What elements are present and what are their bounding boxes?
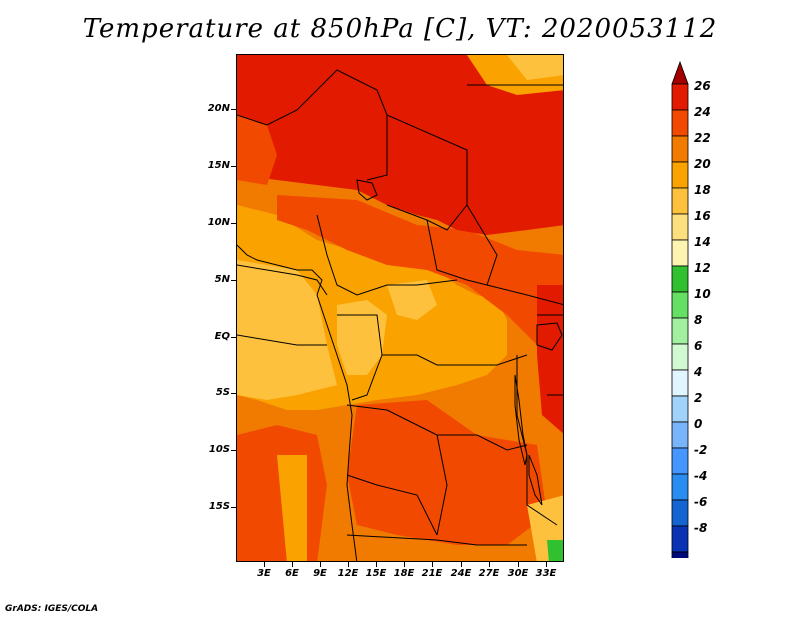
lake-tanganyika (514, 374, 528, 466)
x-tick-label: 27E (478, 568, 500, 579)
colorbar-segment (671, 369, 689, 397)
x-tick-label: 6E (285, 568, 299, 579)
y-tickmark (231, 450, 236, 451)
lake-chad (356, 179, 378, 201)
y-tickmark (231, 393, 236, 394)
map-title: Temperature at 850hPa [C], VT: 202005311… (82, 14, 718, 44)
temp-field-22-24-sahel (277, 195, 563, 355)
x-tickmark (489, 562, 490, 567)
country-borders (237, 69, 563, 546)
y-tickmark (231, 280, 236, 281)
y-tickmark (231, 166, 236, 167)
temp-field-16-18-northeast (507, 55, 563, 80)
y-tick-label: 5N (214, 274, 230, 285)
coastline (237, 244, 358, 561)
x-tickmark (461, 562, 462, 567)
x-tickmark (348, 562, 349, 567)
colorbar-segment (671, 395, 689, 423)
colorbar-label: 16 (694, 209, 711, 223)
colorbar-segment (671, 317, 689, 345)
y-tick-label: 5S (215, 387, 230, 398)
colorbar-segment (671, 265, 689, 293)
x-tickmark (432, 562, 433, 567)
colorbar-segment (671, 187, 689, 215)
colorbar-top-arrow (671, 60, 689, 85)
colorbar-label: 12 (694, 261, 711, 275)
colorbar-label: 20 (694, 157, 711, 171)
colorbar-label: 0 (694, 417, 703, 431)
temp-field-24-26-sahara (237, 55, 563, 235)
x-tick-label: 33E (535, 568, 557, 579)
y-tick-label: 15N (207, 160, 230, 171)
colorbar-segment (671, 213, 689, 241)
y-tickmark (231, 507, 236, 508)
colorbar-segment (671, 109, 689, 137)
colorbar-segment (671, 473, 689, 501)
x-tick-label: 21E (421, 568, 443, 579)
colorbar-label: -4 (694, 469, 708, 483)
colorbar-label: 6 (694, 339, 703, 353)
colorbar-label: 18 (694, 183, 711, 197)
temp-field-22-24-south (347, 400, 547, 545)
x-tickmark (320, 562, 321, 567)
temp-field-12-14-southeast (547, 540, 563, 561)
colorbar-label: 24 (694, 105, 711, 119)
x-tick-label: 12E (337, 568, 359, 579)
x-tickmark (292, 562, 293, 567)
y-tick-label: 20N (207, 103, 230, 114)
colorbar-label: -6 (694, 495, 708, 509)
x-tickmark (404, 562, 405, 567)
colorbar-segment (671, 83, 689, 111)
x-tick-label: 15E (365, 568, 387, 579)
colorbar-label: 8 (694, 313, 703, 327)
colorbar-segment (671, 447, 689, 475)
colorbar-label: 26 (694, 79, 711, 93)
y-tick-label: 10S (208, 444, 230, 455)
temp-field-16-18-east (387, 280, 437, 320)
colorbar-segment (671, 239, 689, 267)
colorbar (671, 60, 689, 558)
colorbar-label: 10 (694, 287, 711, 301)
map-canvas (237, 55, 563, 561)
credit-text: GrADS: IGES/COLA (5, 604, 99, 614)
colorbar-label: 4 (694, 365, 703, 379)
lake-victoria (536, 322, 563, 351)
colorbar-segment (671, 291, 689, 319)
y-tick-label: EQ (214, 331, 230, 342)
colorbar-segment (671, 343, 689, 371)
colorbar-segment (671, 525, 689, 553)
colorbar-segment (671, 161, 689, 189)
temperature-map (236, 54, 564, 562)
x-tick-label: 30E (507, 568, 529, 579)
colorbar-segment (671, 499, 689, 527)
temp-field-20-22-coast (277, 455, 307, 561)
y-tickmark (231, 109, 236, 110)
colorbar-label: -8 (694, 521, 708, 535)
lake-malawi (528, 454, 543, 506)
y-tickmark (231, 223, 236, 224)
colorbar-label: 14 (694, 235, 711, 249)
temp-field-16-18-west (237, 260, 337, 400)
colorbar-segment (671, 135, 689, 163)
colorbar-label: 22 (694, 131, 711, 145)
temp-field-24-26-east (537, 285, 563, 434)
colorbar-segment (671, 551, 689, 558)
x-tickmark (546, 562, 547, 567)
y-tickmark (231, 337, 236, 338)
temp-field-16-18-central (337, 300, 387, 375)
x-tickmark (518, 562, 519, 567)
colorbar-segment (671, 421, 689, 449)
y-tick-label: 15S (208, 501, 230, 512)
temp-field-22-24-northwest (237, 115, 277, 185)
x-tick-label: 9E (313, 568, 327, 579)
x-tickmark (376, 562, 377, 567)
x-tick-label: 24E (450, 568, 472, 579)
x-tick-label: 3E (257, 568, 271, 579)
x-tickmark (264, 562, 265, 567)
colorbar-label: 2 (694, 391, 703, 405)
x-tick-label: 18E (393, 568, 415, 579)
y-tick-label: 10N (207, 217, 230, 228)
colorbar-label: -2 (694, 443, 708, 457)
